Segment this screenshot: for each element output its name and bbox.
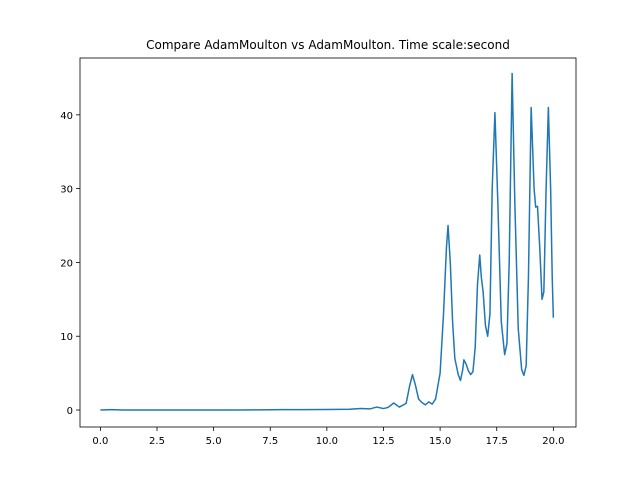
x-tick-label: 17.5: [486, 436, 508, 447]
x-tick-label: 15.0: [429, 436, 451, 447]
x-tick-label: 12.5: [372, 436, 394, 447]
y-tick-label: 0: [67, 406, 73, 417]
x-tick-label: 0.0: [92, 436, 108, 447]
chart-title: Compare AdamMoulton vs AdamMoulton. Time…: [146, 38, 510, 52]
y-tick-label: 10: [60, 332, 73, 343]
x-tick-label: 7.5: [262, 436, 278, 447]
series-line-0: [100, 72, 555, 411]
axes-frame: [79, 57, 577, 428]
x-tick-label: 20.0: [542, 436, 564, 447]
y-tick-label: 20: [60, 258, 73, 269]
x-tick-label: 10.0: [316, 436, 338, 447]
y-tick-label: 30: [60, 185, 73, 196]
y-tick-label: 40: [60, 111, 73, 122]
plot-area: 0.0 2.5 5.0 7.5 10.0 12.5 15.0 17.5 20.0 0 10 20 30 4…: [60, 57, 577, 447]
x-tick-label: 5.0: [206, 436, 222, 447]
x-tick-label: 2.5: [149, 436, 165, 447]
